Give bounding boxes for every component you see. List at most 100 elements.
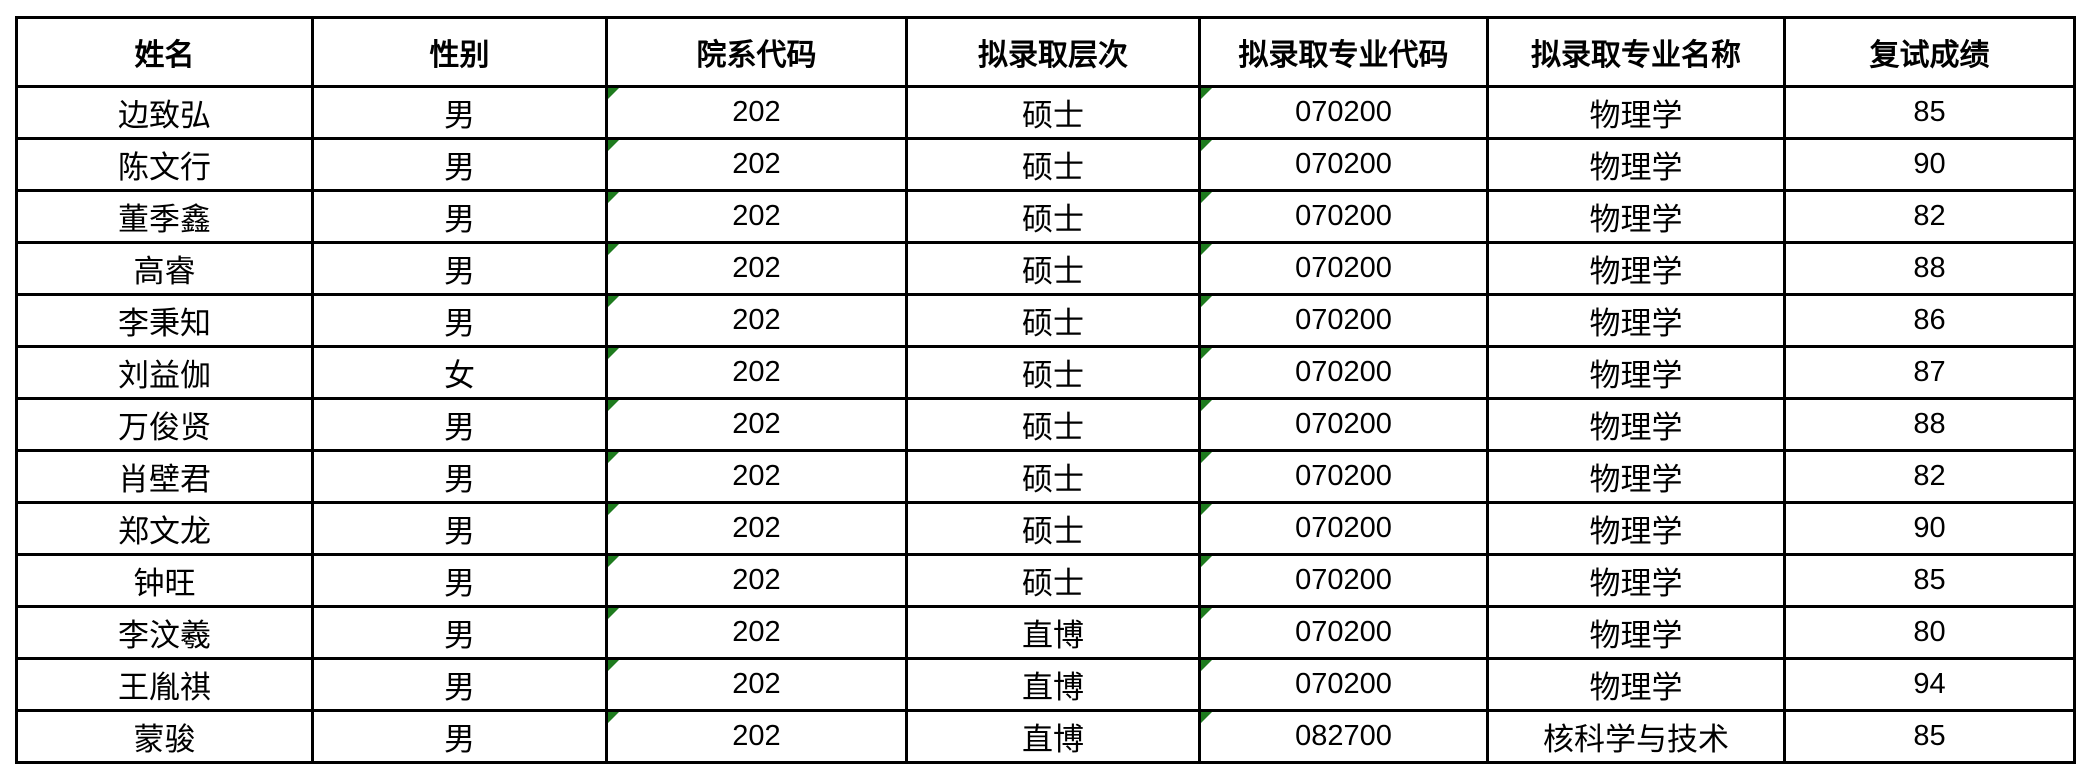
cell-name[interactable]: 钟旺 (15, 553, 314, 608)
cell-gender[interactable]: 男 (311, 293, 608, 348)
cell-gender[interactable]: 男 (311, 657, 608, 712)
cell-major_code[interactable]: 070200 (1198, 657, 1489, 712)
cell-dept_code[interactable]: 202 (605, 553, 908, 608)
cell-major_name[interactable]: 物理学 (1486, 553, 1786, 608)
cell-major_code[interactable]: 070200 (1198, 189, 1489, 244)
cell-text: 85 (1913, 96, 1946, 128)
cell-major_code[interactable]: 070200 (1198, 449, 1489, 504)
cell-major_name[interactable]: 物理学 (1486, 657, 1786, 712)
cell-name[interactable]: 万俊贤 (15, 397, 314, 452)
cell-gender[interactable]: 女 (311, 345, 608, 400)
cell-level[interactable]: 直博 (905, 657, 1201, 712)
cell-dept_code[interactable]: 202 (605, 189, 908, 244)
cell-name[interactable]: 陈文行 (15, 137, 314, 192)
cell-level[interactable]: 硕士 (905, 189, 1201, 244)
cell-name[interactable]: 李秉知 (15, 293, 314, 348)
cell-level[interactable]: 硕士 (905, 449, 1201, 504)
cell-major_code[interactable]: 070200 (1198, 397, 1489, 452)
cell-score[interactable]: 94 (1783, 657, 2076, 712)
cell-score[interactable]: 90 (1783, 137, 2076, 192)
cell-score[interactable]: 82 (1783, 449, 2076, 504)
cell-gender[interactable]: 男 (311, 709, 608, 764)
column-header-major_name[interactable]: 拟录取专业名称 (1486, 16, 1786, 88)
cell-name[interactable]: 高睿 (15, 241, 314, 296)
cell-gender[interactable]: 男 (311, 501, 608, 556)
cell-major_code[interactable]: 070200 (1198, 501, 1489, 556)
cell-score[interactable]: 80 (1783, 605, 2076, 660)
cell-major_name[interactable]: 物理学 (1486, 605, 1786, 660)
cell-gender[interactable]: 男 (311, 189, 608, 244)
cell-level[interactable]: 硕士 (905, 293, 1201, 348)
cell-dept_code[interactable]: 202 (605, 449, 908, 504)
cell-major_name[interactable]: 核科学与技术 (1486, 709, 1786, 764)
cell-score[interactable]: 85 (1783, 709, 2076, 764)
cell-gender[interactable]: 男 (311, 605, 608, 660)
column-header-level[interactable]: 拟录取层次 (905, 16, 1201, 88)
cell-major_code[interactable]: 070200 (1198, 137, 1489, 192)
column-header-gender[interactable]: 性别 (311, 16, 608, 88)
cell-dept_code[interactable]: 202 (605, 137, 908, 192)
column-header-name[interactable]: 姓名 (15, 16, 314, 88)
cell-score[interactable]: 88 (1783, 241, 2076, 296)
cell-dept_code[interactable]: 202 (605, 85, 908, 140)
cell-major_code[interactable]: 070200 (1198, 553, 1489, 608)
cell-major_name[interactable]: 物理学 (1486, 449, 1786, 504)
cell-name[interactable]: 蒙骏 (15, 709, 314, 764)
cell-level[interactable]: 硕士 (905, 553, 1201, 608)
cell-major_name[interactable]: 物理学 (1486, 85, 1786, 140)
cell-gender[interactable]: 男 (311, 553, 608, 608)
column-header-dept_code[interactable]: 院系代码 (605, 16, 908, 88)
cell-major_name[interactable]: 物理学 (1486, 241, 1786, 296)
cell-major_code[interactable]: 082700 (1198, 709, 1489, 764)
column-header-score[interactable]: 复试成绩 (1783, 16, 2076, 88)
cell-gender[interactable]: 男 (311, 449, 608, 504)
cell-level[interactable]: 硕士 (905, 85, 1201, 140)
cell-gender[interactable]: 男 (311, 241, 608, 296)
cell-level[interactable]: 直博 (905, 709, 1201, 764)
cell-major_name[interactable]: 物理学 (1486, 501, 1786, 556)
cell-dept_code[interactable]: 202 (605, 241, 908, 296)
cell-name[interactable]: 肖壁君 (15, 449, 314, 504)
cell-name[interactable]: 郑文龙 (15, 501, 314, 556)
cell-level[interactable]: 硕士 (905, 345, 1201, 400)
cell-name[interactable]: 王胤祺 (15, 657, 314, 712)
column-header-major_code[interactable]: 拟录取专业代码 (1198, 16, 1489, 88)
cell-dept_code[interactable]: 202 (605, 397, 908, 452)
cell-dept_code[interactable]: 202 (605, 501, 908, 556)
cell-dept_code[interactable]: 202 (605, 345, 908, 400)
cell-name[interactable]: 边致弘 (15, 85, 314, 140)
cell-score[interactable]: 90 (1783, 501, 2076, 556)
cell-dept_code[interactable]: 202 (605, 293, 908, 348)
cell-level[interactable]: 硕士 (905, 241, 1201, 296)
cell-score[interactable]: 85 (1783, 85, 2076, 140)
cell-score[interactable]: 86 (1783, 293, 2076, 348)
cell-gender[interactable]: 男 (311, 397, 608, 452)
cell-name[interactable]: 董季鑫 (15, 189, 314, 244)
cell-major_name[interactable]: 物理学 (1486, 293, 1786, 348)
cell-major_name[interactable]: 物理学 (1486, 397, 1786, 452)
cell-major_code[interactable]: 070200 (1198, 605, 1489, 660)
cell-major_name[interactable]: 物理学 (1486, 137, 1786, 192)
cell-major_name[interactable]: 物理学 (1486, 189, 1786, 244)
cell-dept_code[interactable]: 202 (605, 657, 908, 712)
cell-major_code[interactable]: 070200 (1198, 241, 1489, 296)
cell-score[interactable]: 87 (1783, 345, 2076, 400)
cell-major_name[interactable]: 物理学 (1486, 345, 1786, 400)
cell-level[interactable]: 直博 (905, 605, 1201, 660)
cell-score[interactable]: 85 (1783, 553, 2076, 608)
cell-name[interactable]: 刘益伽 (15, 345, 314, 400)
cell-score[interactable]: 82 (1783, 189, 2076, 244)
cell-text: 物理学 (1589, 618, 1683, 653)
cell-level[interactable]: 硕士 (905, 137, 1201, 192)
cell-level[interactable]: 硕士 (905, 397, 1201, 452)
cell-dept_code[interactable]: 202 (605, 605, 908, 660)
cell-dept_code[interactable]: 202 (605, 709, 908, 764)
cell-level[interactable]: 硕士 (905, 501, 1201, 556)
cell-gender[interactable]: 男 (311, 85, 608, 140)
cell-major_code[interactable]: 070200 (1198, 293, 1489, 348)
cell-major_code[interactable]: 070200 (1198, 85, 1489, 140)
cell-gender[interactable]: 男 (311, 137, 608, 192)
cell-name[interactable]: 李汶羲 (15, 605, 314, 660)
cell-score[interactable]: 88 (1783, 397, 2076, 452)
cell-major_code[interactable]: 070200 (1198, 345, 1489, 400)
